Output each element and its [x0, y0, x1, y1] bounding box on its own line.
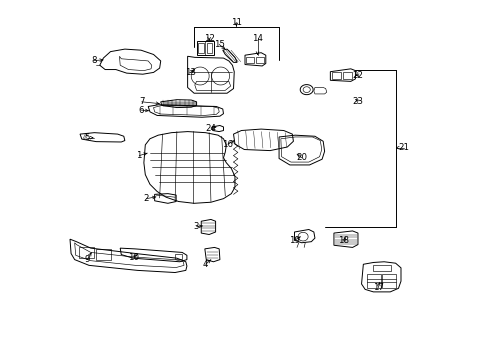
- Text: 17: 17: [373, 283, 384, 292]
- Bar: [207, 42, 212, 53]
- Text: 19: 19: [289, 236, 300, 245]
- Text: 10: 10: [127, 253, 139, 262]
- Text: 24: 24: [205, 123, 217, 132]
- Text: 1: 1: [136, 151, 142, 160]
- Text: 14: 14: [252, 34, 263, 43]
- Text: 6: 6: [138, 105, 144, 114]
- Bar: [367, 274, 381, 288]
- Text: 22: 22: [352, 71, 364, 80]
- Text: 12: 12: [204, 34, 215, 43]
- Text: 5: 5: [84, 133, 90, 142]
- Bar: [79, 247, 94, 258]
- Text: 2: 2: [144, 194, 149, 203]
- Bar: [196, 41, 214, 55]
- Text: 3: 3: [194, 222, 199, 231]
- Text: 18: 18: [338, 237, 349, 246]
- Text: 13: 13: [185, 68, 196, 77]
- Text: 21: 21: [398, 143, 409, 152]
- Bar: [332, 72, 341, 79]
- Bar: [96, 249, 111, 260]
- Bar: [175, 254, 181, 259]
- Bar: [246, 57, 254, 63]
- Text: 9: 9: [84, 255, 90, 264]
- Bar: [256, 57, 264, 63]
- Text: 20: 20: [296, 153, 307, 162]
- Text: 15: 15: [214, 40, 225, 49]
- Text: 8: 8: [91, 56, 97, 65]
- Text: 16: 16: [222, 140, 233, 149]
- Text: 11: 11: [231, 18, 242, 27]
- Bar: [343, 72, 352, 79]
- Text: 7: 7: [139, 97, 145, 106]
- Text: 4: 4: [203, 260, 208, 269]
- Bar: [373, 265, 392, 271]
- Bar: [382, 274, 395, 288]
- Bar: [198, 42, 204, 53]
- Text: 23: 23: [352, 96, 364, 105]
